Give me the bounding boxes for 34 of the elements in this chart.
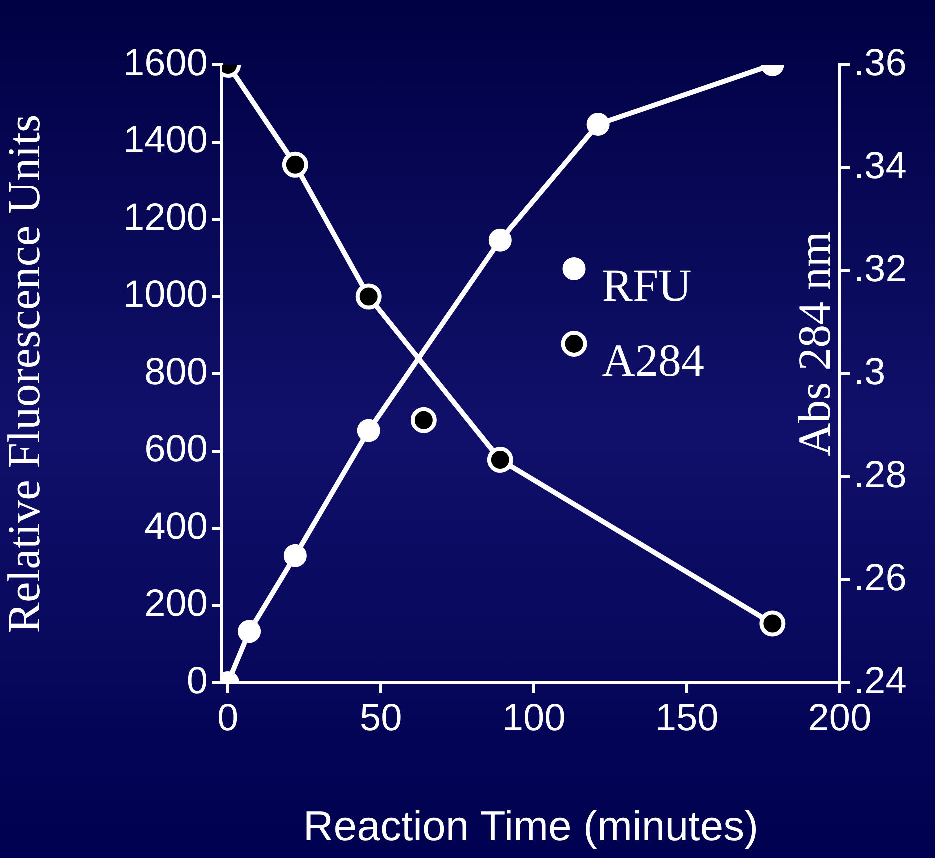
- y-tick-label: 1000: [123, 274, 208, 316]
- y2-tick-label: .32: [854, 248, 907, 290]
- point: [760, 610, 786, 637]
- point: [410, 407, 437, 434]
- point: [488, 228, 512, 252]
- y-axis-title: Relative Fluorescence Units: [0, 114, 50, 634]
- y2-tick-label: .26: [854, 557, 907, 600]
- x-axis-title: Reaction Time (minutes): [303, 802, 759, 850]
- y2-tick-label: .36: [854, 42, 907, 84]
- y-tick-label: 400: [144, 506, 208, 548]
- x-tick-label: 100: [502, 697, 566, 740]
- y-tick-label: 1600: [123, 42, 208, 84]
- x-tick-label: 150: [655, 697, 719, 740]
- point: [357, 419, 380, 442]
- y2-tick-label: .28: [854, 454, 907, 496]
- y-tick-label: 600: [144, 428, 208, 471]
- y2-axis-title: Abs 284 nm: [789, 231, 840, 456]
- legend-label: A284: [602, 335, 704, 386]
- point: [282, 152, 308, 178]
- point: [238, 620, 262, 644]
- y2-tick-label: .34: [854, 145, 907, 188]
- y-tick-label: 1200: [123, 196, 208, 239]
- point: [284, 544, 307, 568]
- x-tick-label: 50: [360, 697, 402, 740]
- point: [487, 447, 514, 474]
- y-tick-label: 1400: [123, 120, 208, 162]
- y-tick-label: 800: [144, 351, 208, 394]
- point: [586, 112, 610, 136]
- y2-tick-label: .3: [854, 351, 886, 394]
- point: [356, 284, 382, 310]
- y-tick-label: 200: [144, 583, 208, 626]
- legend-label: RFU: [602, 260, 692, 312]
- y-tick-label: 0: [186, 660, 208, 702]
- x-tick-label: 0: [218, 697, 239, 740]
